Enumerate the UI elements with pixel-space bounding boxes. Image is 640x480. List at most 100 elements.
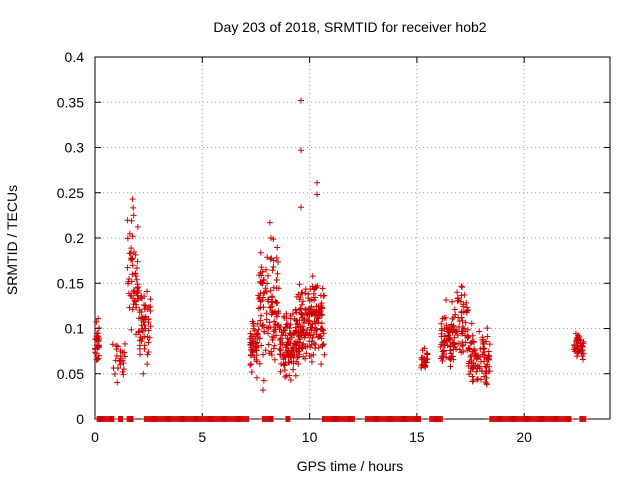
data-point xyxy=(440,350,447,357)
data-point xyxy=(455,340,462,347)
data-point xyxy=(273,299,280,306)
data-point xyxy=(132,270,139,277)
data-point xyxy=(302,343,309,350)
data-point xyxy=(297,305,304,312)
data-point xyxy=(133,276,140,283)
data-point xyxy=(95,315,102,322)
data-point xyxy=(279,339,286,346)
data-point xyxy=(147,323,154,330)
data-point xyxy=(315,344,322,351)
data-point xyxy=(298,301,305,308)
data-point xyxy=(315,308,322,315)
data-point xyxy=(317,332,324,339)
data-point xyxy=(142,302,149,309)
data-point xyxy=(120,359,127,366)
data-point xyxy=(282,359,289,366)
data-point xyxy=(474,363,481,370)
data-point xyxy=(257,278,264,285)
data-point xyxy=(110,364,117,371)
data-point xyxy=(126,290,133,297)
data-point xyxy=(472,351,479,358)
data-point xyxy=(247,362,254,369)
data-point xyxy=(280,327,287,334)
data-point xyxy=(438,320,445,327)
data-point xyxy=(270,328,277,335)
data-point xyxy=(281,314,288,321)
data-point xyxy=(317,325,324,332)
data-point xyxy=(295,353,302,360)
data-point xyxy=(439,416,446,422)
data-point xyxy=(458,283,465,290)
data-point xyxy=(486,363,493,370)
data-point xyxy=(456,346,463,353)
data-point xyxy=(579,346,586,353)
data-point xyxy=(136,307,143,314)
data-point xyxy=(572,330,579,337)
data-point xyxy=(248,368,255,375)
data-point xyxy=(469,366,476,373)
data-point xyxy=(320,293,327,300)
data-point xyxy=(140,370,147,377)
data-point xyxy=(266,350,273,357)
data-point xyxy=(476,328,483,335)
data-point xyxy=(260,387,267,394)
data-point xyxy=(470,339,477,346)
data-point xyxy=(113,346,120,353)
data-point xyxy=(293,338,300,345)
data-point xyxy=(483,374,490,381)
data-point xyxy=(267,304,274,311)
x-tick-label: 15 xyxy=(409,429,425,445)
data-point xyxy=(128,217,135,224)
data-point xyxy=(284,323,291,330)
data-point xyxy=(253,358,260,365)
data-point xyxy=(302,330,309,337)
data-point xyxy=(245,416,252,422)
data-point xyxy=(117,361,124,368)
data-point xyxy=(289,345,296,352)
data-point xyxy=(251,327,258,334)
data-point xyxy=(314,191,321,198)
x-tick-label: 0 xyxy=(91,429,99,445)
axis-ticks: 0 5 10 15 20 0 0.05 0.1 0.15 0.2 0.25 0.3 0.35 0.4 xyxy=(57,49,610,445)
data-point xyxy=(305,291,312,298)
data-point xyxy=(113,352,120,359)
data-point xyxy=(266,319,273,326)
data-point xyxy=(288,348,295,355)
data-point xyxy=(264,272,271,279)
data-point xyxy=(309,334,316,341)
data-point xyxy=(464,332,471,339)
data-point xyxy=(442,314,449,321)
data-point xyxy=(312,341,319,348)
data-point xyxy=(135,287,142,294)
data-point xyxy=(261,328,268,335)
data-point xyxy=(134,223,141,230)
data-point xyxy=(305,317,312,324)
data-point xyxy=(299,289,306,296)
data-point xyxy=(294,354,301,361)
data-point xyxy=(249,349,256,356)
data-point xyxy=(136,315,143,322)
x-tick-label: 10 xyxy=(302,429,318,445)
data-point xyxy=(126,304,133,311)
data-point xyxy=(451,334,458,341)
data-point xyxy=(486,368,493,375)
data-point xyxy=(260,290,267,297)
data-point xyxy=(255,326,262,333)
plot-frame xyxy=(94,56,611,420)
data-point xyxy=(92,349,99,356)
data-point xyxy=(438,341,445,348)
data-point xyxy=(129,262,136,269)
data-point xyxy=(246,335,253,342)
data-point xyxy=(129,306,136,313)
data-point xyxy=(440,342,447,349)
data-point xyxy=(141,333,148,340)
data-point xyxy=(309,273,316,280)
data-point xyxy=(284,320,291,327)
data-point xyxy=(282,374,289,381)
data-point xyxy=(129,255,136,262)
data-point xyxy=(314,314,321,321)
data-point xyxy=(439,358,446,365)
data-point xyxy=(295,328,302,335)
data-point xyxy=(95,344,102,351)
